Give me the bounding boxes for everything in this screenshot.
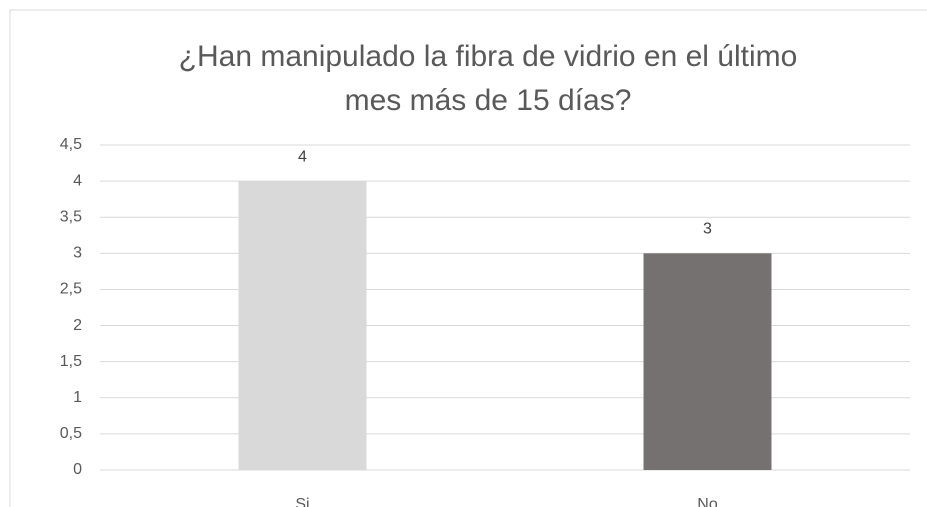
x-tick-label: Si — [295, 496, 309, 507]
y-tick-label: 3 — [73, 245, 82, 262]
y-tick-label: 4 — [73, 172, 82, 189]
y-tick-label: 0 — [73, 461, 82, 478]
y-tick-label: 2,5 — [60, 281, 82, 298]
data-label: 3 — [703, 221, 712, 238]
y-tick-label: 3,5 — [60, 208, 82, 225]
y-tick-label: 4,5 — [60, 136, 82, 153]
data-label: 4 — [298, 148, 307, 165]
bar — [643, 253, 772, 470]
bar — [238, 181, 367, 470]
y-tick-label: 0,5 — [60, 425, 82, 442]
chart-title: mes más de 15 días? — [345, 84, 632, 117]
x-tick-label: No — [697, 496, 718, 507]
y-tick-label: 1,5 — [60, 353, 82, 370]
y-tick-label: 1 — [73, 389, 82, 406]
y-tick-label: 2 — [73, 317, 82, 334]
chart-title: ¿Han manipulado la fibra de vidrio en el… — [179, 40, 798, 73]
